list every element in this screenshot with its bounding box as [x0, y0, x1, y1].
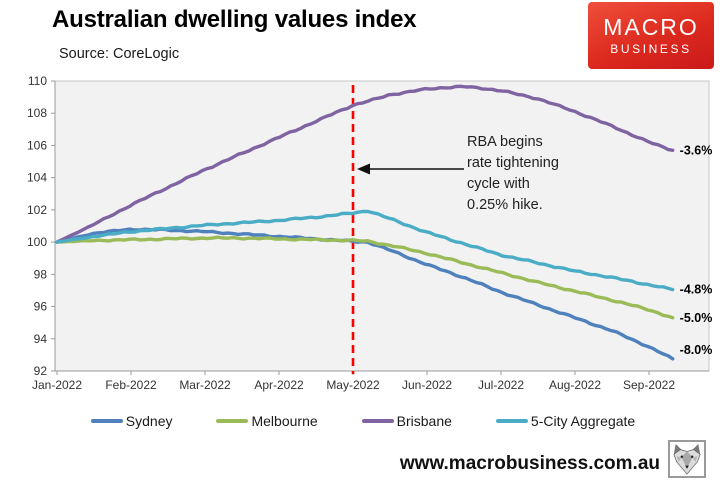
x-tick-label: Apr-2022 — [254, 378, 304, 392]
y-tick-label: 94 — [34, 332, 48, 346]
legend-item-5-city-aggregate: 5-City Aggregate — [495, 413, 636, 429]
legend-item-melbourne: Melbourne — [216, 413, 318, 429]
annotation-line-1: RBA begins — [467, 134, 543, 150]
series-brisbane — [55, 84, 675, 244]
series-5-city-aggregate — [55, 209, 675, 292]
x-tick-label: Jul-2022 — [478, 378, 524, 392]
end-label-sydney: -8.0% — [680, 343, 713, 357]
page-title: Australian dwelling values index — [52, 6, 417, 33]
macrobusiness-logo: MACRO BUSINESS — [588, 2, 714, 69]
annotation-line-2: rate tightening — [467, 155, 559, 171]
y-tick-label: 98 — [34, 267, 48, 281]
y-tick-label: 110 — [28, 74, 47, 88]
y-tick-label: 100 — [27, 235, 47, 249]
dwelling-index-chart: 92 94 96 98 100 102 104 106 108 110 Jan-2022 Feb-20… — [27, 74, 713, 392]
y-tick-label: 92 — [34, 364, 48, 378]
annotation-line-4: 0.25% hike. — [467, 197, 543, 213]
logo-text-macro: MACRO — [603, 14, 699, 41]
plot-area — [54, 80, 710, 372]
legend-label-sydney: Sydney — [125, 413, 173, 429]
end-label-brisbane: -3.6% — [680, 143, 713, 157]
legend-label-5-city-aggregate: 5-City Aggregate — [530, 413, 636, 429]
y-tick-label: 106 — [27, 138, 47, 152]
legend-label-brisbane: Brisbane — [396, 413, 452, 429]
end-label-5-city-aggregate: -4.8% — [680, 283, 713, 297]
x-tick-label: Jan-2022 — [32, 378, 82, 392]
y-tick-label: 102 — [27, 203, 47, 217]
annotation-line-3: cycle with — [467, 176, 530, 192]
annotation-arrowhead — [357, 163, 370, 175]
chart-legend: Sydney Melbourne Brisbane 5-City Aggregate — [0, 408, 726, 434]
y-tick-label: 96 — [34, 300, 48, 314]
legend-swatch-5-city-aggregate — [495, 419, 528, 423]
end-label-melbourne: -5.0% — [680, 311, 713, 325]
legend-swatch-sydney — [90, 419, 123, 423]
x-tick-label: Feb-2022 — [105, 378, 157, 392]
legend-label-melbourne: Melbourne — [251, 413, 318, 429]
logo-text-business: BUSINESS — [610, 41, 692, 56]
website-url: www.macrobusiness.com.au — [399, 453, 660, 474]
wolf-logo-icon — [668, 440, 706, 478]
x-tick-label: Jun-2022 — [402, 378, 452, 392]
y-tick-label: 104 — [27, 171, 47, 185]
source-label: Source: CoreLogic — [59, 46, 180, 62]
legend-item-brisbane: Brisbane — [361, 413, 452, 429]
x-tick-label: May-2022 — [326, 378, 380, 392]
x-tick-label: Mar-2022 — [179, 378, 231, 392]
x-tick-label: Sep-2022 — [623, 378, 675, 392]
series-melbourne — [55, 235, 675, 320]
x-tick-label: Aug-2022 — [549, 378, 601, 392]
legend-item-sydney: Sydney — [90, 413, 173, 429]
y-tick-label: 108 — [27, 106, 47, 120]
legend-swatch-melbourne — [216, 419, 249, 423]
legend-swatch-brisbane — [361, 419, 394, 423]
wolf-face-graphic — [673, 443, 701, 475]
